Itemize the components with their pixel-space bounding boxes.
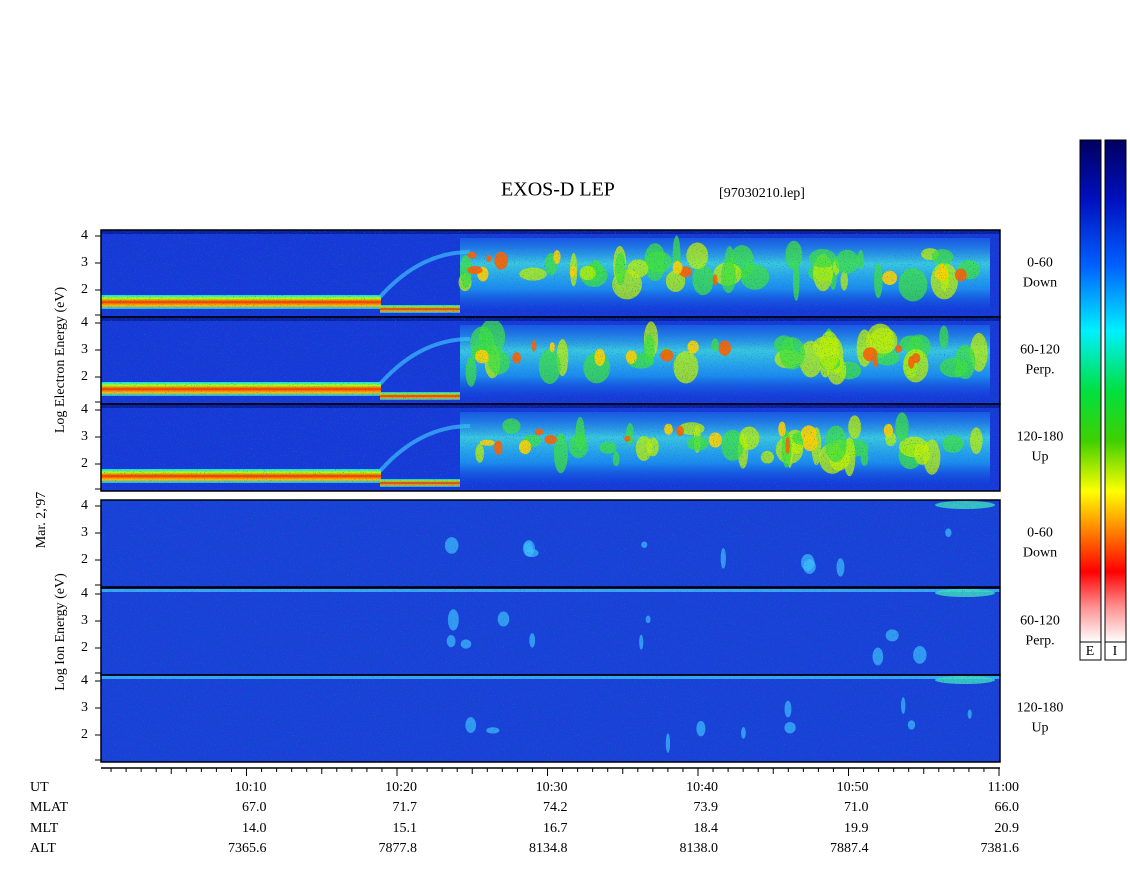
ephemeris-value: 10:50 xyxy=(837,780,869,795)
ephemeris-value: 7877.8 xyxy=(379,841,418,856)
colorbar-label: I xyxy=(1113,644,1118,659)
panel-sublabel: Up xyxy=(1031,721,1048,736)
y-tick-label: 3 xyxy=(81,525,88,540)
file-name: [97030210.lep] xyxy=(719,186,805,201)
colorbars: E I xyxy=(1079,139,1127,661)
spectrogram-panel xyxy=(100,403,1001,492)
ephemeris-value: 16.7 xyxy=(543,821,568,836)
panel-sublabel: Down xyxy=(1023,546,1057,561)
noise xyxy=(101,317,1000,404)
ephemeris-value: 19.9 xyxy=(844,821,869,836)
y-tick-label: 4 xyxy=(81,673,88,688)
date-label: Mar. 2,'97 xyxy=(34,492,49,549)
panel-frame xyxy=(100,674,1001,763)
panel-frame xyxy=(100,499,1001,588)
spectrogram-panel xyxy=(100,499,1001,588)
ephemeris-value: 74.2 xyxy=(543,800,568,815)
ephemeris-value: 10:10 xyxy=(235,780,267,795)
panel-label: 120-180 xyxy=(1017,430,1064,445)
panel-sublabel: Perp. xyxy=(1025,363,1054,378)
ephemeris-value: 10:40 xyxy=(686,780,718,795)
ephemeris-value: 8138.0 xyxy=(680,841,719,856)
ephemeris-value: 71.0 xyxy=(844,800,869,815)
ephemeris-value: 7381.6 xyxy=(981,841,1020,856)
y-tick-label: 2 xyxy=(81,640,88,655)
colorbar-electron xyxy=(1079,139,1102,643)
ephemeris-value: 10:30 xyxy=(536,780,568,795)
ephemeris-value: 10:20 xyxy=(385,780,417,795)
panel-label: 60-120 xyxy=(1020,614,1060,629)
ephemeris-value: 18.4 xyxy=(694,821,719,836)
ephemeris-value: 66.0 xyxy=(995,800,1020,815)
noise xyxy=(101,404,1000,491)
y-tick-label: 4 xyxy=(81,228,88,243)
panel-label: 120-180 xyxy=(1017,701,1064,716)
ephemeris-value: 7365.6 xyxy=(228,841,267,856)
y-tick-label: 2 xyxy=(81,369,88,384)
ion-axis-label: Log Ion Energy (eV) xyxy=(53,573,68,691)
y-tick-label: 3 xyxy=(81,613,88,628)
title: EXOS-D LEP xyxy=(501,179,615,201)
row-label: ALT xyxy=(30,841,56,856)
panel-label: 0-60 xyxy=(1027,526,1053,541)
spectrogram-panel xyxy=(100,229,1001,318)
ephemeris-value: 73.9 xyxy=(694,800,719,815)
spectrogram-panel xyxy=(100,587,1001,676)
spectrogram-panel xyxy=(100,316,1001,405)
panel-sublabel: Up xyxy=(1031,450,1048,465)
row-label: UT xyxy=(30,780,49,795)
colorbar-ion xyxy=(1104,139,1127,643)
y-tick-label: 4 xyxy=(81,498,88,513)
y-tick-label: 3 xyxy=(81,700,88,715)
y-tick-label: 2 xyxy=(81,552,88,567)
row-label: MLAT xyxy=(30,800,69,815)
noise xyxy=(101,230,1000,317)
noise xyxy=(101,675,1000,762)
row-label: MLT xyxy=(30,821,59,836)
colorbar-label: E xyxy=(1086,644,1095,659)
colorbar-box xyxy=(1104,641,1127,661)
y-tick-label: 3 xyxy=(81,429,88,444)
y-tick-label: 3 xyxy=(81,342,88,357)
ephemeris-value: 11:00 xyxy=(988,780,1019,795)
ephemeris-value: 20.9 xyxy=(995,821,1020,836)
y-tick-label: 4 xyxy=(81,586,88,601)
panel-label: 60-120 xyxy=(1020,343,1060,358)
spectrogram-panel xyxy=(100,674,1001,763)
y-tick-label: 2 xyxy=(81,456,88,471)
y-tick-label: 3 xyxy=(81,255,88,270)
electron-axis-label: Log Electron Energy (eV) xyxy=(53,287,68,434)
y-tick-label: 4 xyxy=(81,402,88,417)
y-tick-label: 2 xyxy=(81,727,88,742)
ephemeris-value: 8134.8 xyxy=(529,841,568,856)
noise xyxy=(101,588,1000,675)
panel-sublabel: Perp. xyxy=(1025,634,1054,649)
panel-sublabel: Down xyxy=(1023,276,1057,291)
ephemeris-value: 14.0 xyxy=(242,821,267,836)
panel-label: 0-60 xyxy=(1027,256,1053,271)
ephemeris-value: 15.1 xyxy=(393,821,418,836)
noise xyxy=(101,500,1000,587)
y-tick-label: 4 xyxy=(81,315,88,330)
panel-frame xyxy=(100,403,1001,492)
ephemeris-value: 7887.4 xyxy=(830,841,869,856)
colorbar-box xyxy=(1079,641,1102,661)
ephemeris-value: 67.0 xyxy=(242,800,267,815)
y-tick-label: 2 xyxy=(81,282,88,297)
ephemeris-value: 71.7 xyxy=(393,800,418,815)
